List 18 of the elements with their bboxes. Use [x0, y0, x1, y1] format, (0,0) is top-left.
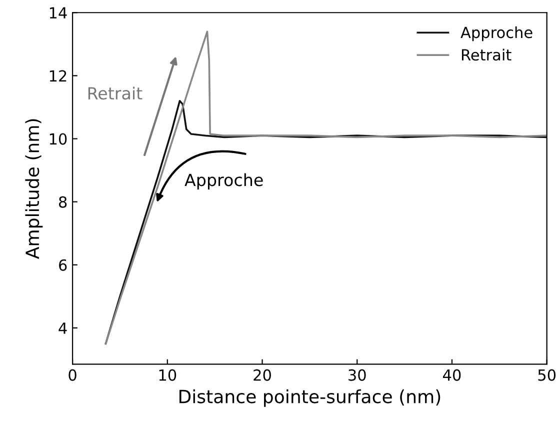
y-tick-label: 8 [58, 196, 67, 208]
legend-label: Approche [460, 26, 532, 42]
x-tick-label: 40 [443, 369, 461, 381]
y-axis-title: Amplitude (nm) [25, 119, 43, 259]
x-axis-title: Distance pointe-surface (nm) [179, 389, 440, 407]
y-tick-label: 6 [59, 259, 67, 271]
annotation: Retrait [88, 86, 142, 100]
x-tick-label: 10 [159, 369, 176, 381]
y-tick-label: 14 [50, 7, 67, 18]
x-tick-label: 0 [68, 369, 76, 381]
y-tick-label: 12 [50, 70, 66, 82]
x-tick-label: 50 [538, 369, 556, 381]
x-tick-label: 20 [254, 369, 271, 381]
y-tick-label: 4 [58, 322, 67, 334]
legend-label: Retrait [462, 48, 512, 61]
y-tick-label: 10 [50, 133, 67, 145]
x-tick-label: 30 [348, 369, 366, 381]
annotation: Approche [184, 173, 263, 190]
